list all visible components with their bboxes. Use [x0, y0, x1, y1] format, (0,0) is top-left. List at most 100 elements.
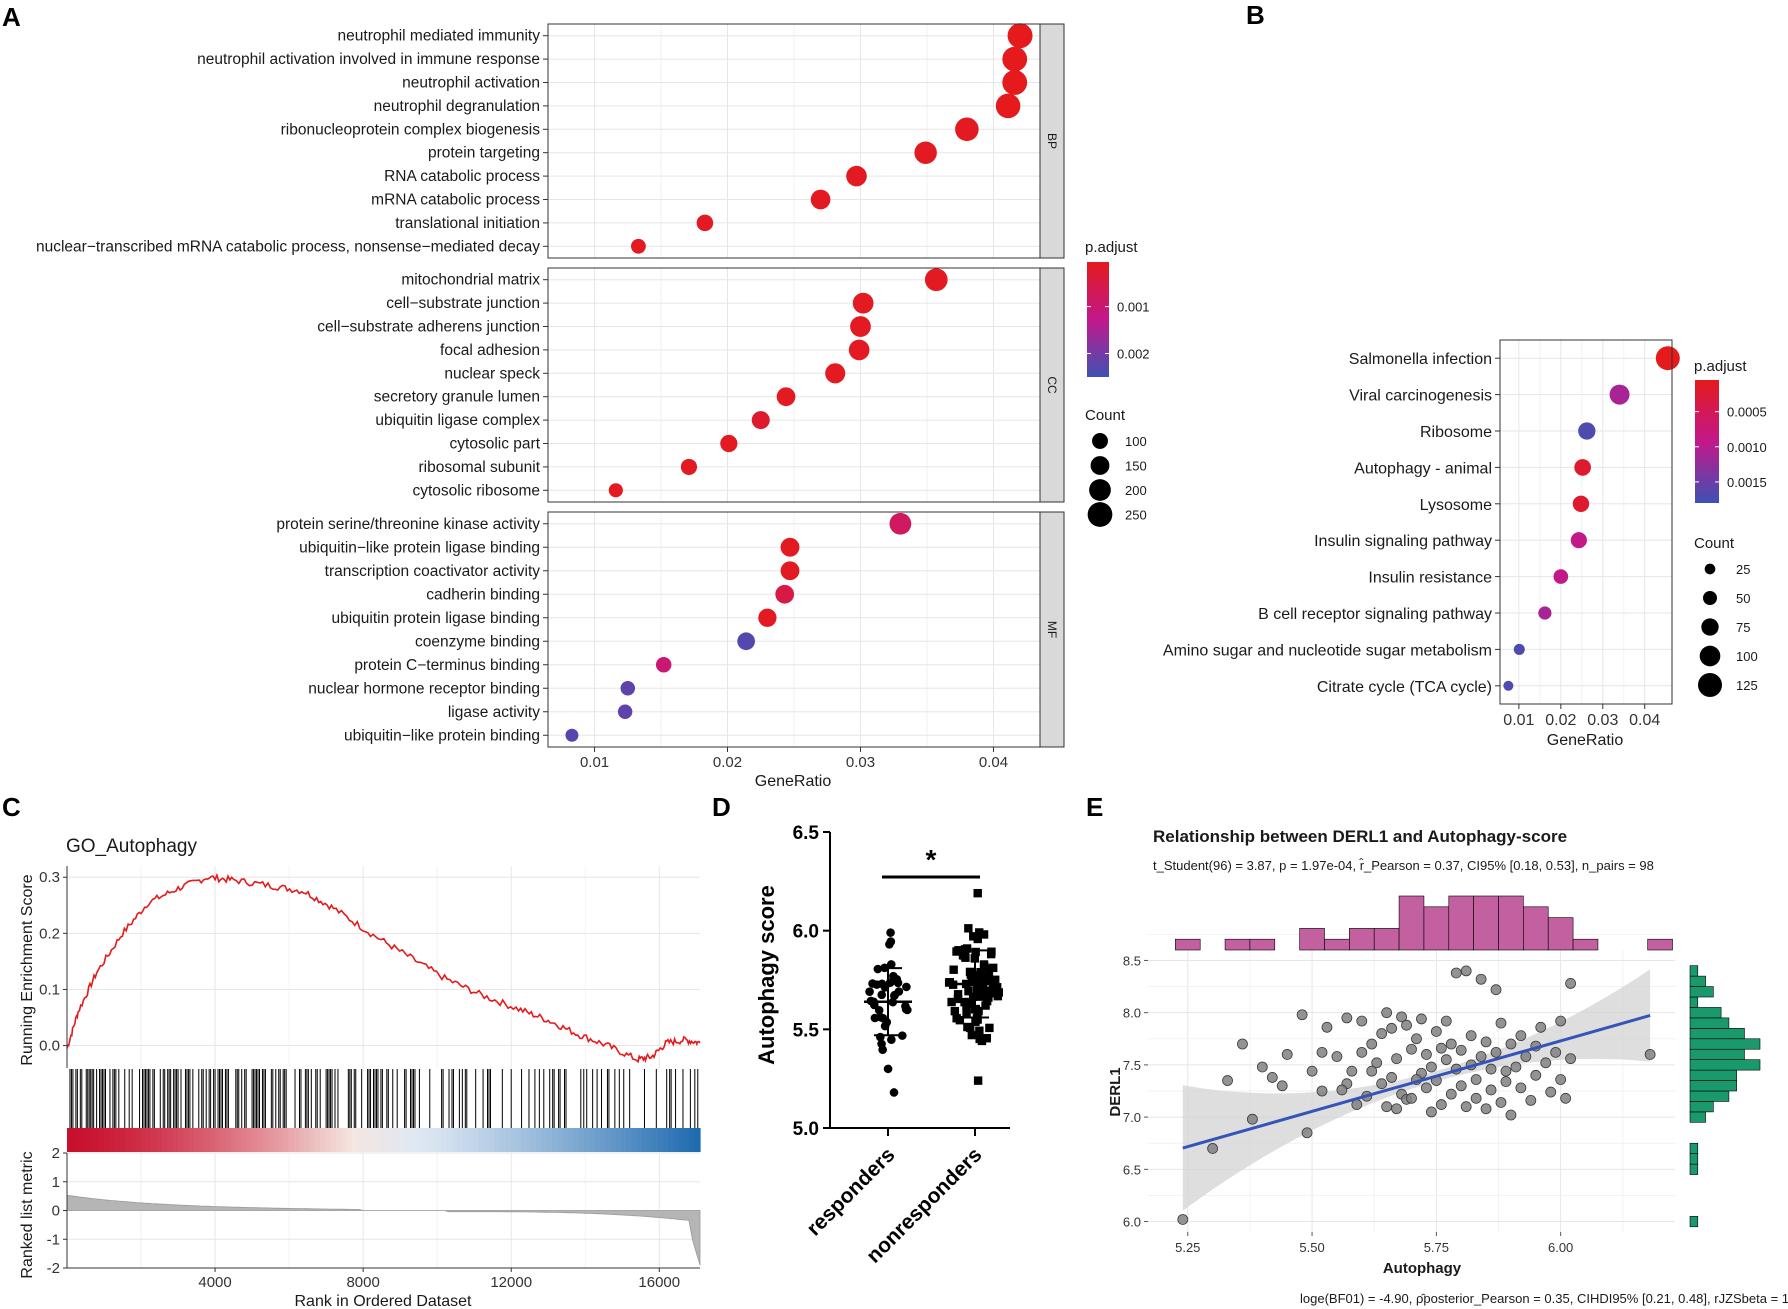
a-facet-BP: neutrophil mediated immunity neutrophil a… [36, 23, 1065, 259]
d-point-circle [902, 982, 911, 992]
c-xtick-label: 12000 [490, 1274, 532, 1291]
c-band-cell [172, 1128, 179, 1152]
e-point [1460, 965, 1472, 977]
c-es-curve [66, 872, 701, 1064]
a-term-label: neutrophil activation [402, 75, 540, 92]
c-band-cell [678, 1128, 685, 1152]
b-dot [1574, 459, 1591, 476]
a-term-label: ribonucleoprotein complex biogenesis [281, 121, 541, 138]
b-dot [1503, 680, 1514, 691]
e-ylabel: DERL1 [1107, 1067, 1124, 1116]
d-point-square [976, 971, 985, 980]
a-term-label: nuclear speck [444, 365, 540, 382]
e-right-hist-bar [1689, 1142, 1699, 1154]
e-top-hist-bar [1473, 895, 1499, 951]
a-term-label: focal adhesion [440, 342, 540, 359]
a-dot [1007, 23, 1033, 49]
e-point [1331, 1051, 1343, 1062]
e-point [1475, 973, 1487, 985]
a-term-label: cytosolic part [450, 436, 541, 453]
b-xtick-label: 0.03 [1587, 712, 1618, 729]
a-dot [655, 657, 672, 673]
a-xtick-label: 0.01 [580, 754, 609, 771]
panel-label-d: D [712, 792, 731, 822]
a-legend-size-title: Count [1085, 407, 1126, 424]
b-size-legend-dot [1698, 673, 1722, 697]
e-right-hist-bar [1689, 1090, 1730, 1102]
d-point-square [975, 1026, 984, 1035]
c-band-cell [673, 1128, 680, 1152]
e-point [1425, 1061, 1437, 1073]
b-term-label: Amino sugar and nucleotide sugar metabol… [1163, 642, 1492, 659]
e-point [1321, 1021, 1333, 1033]
c-band-cell [357, 1128, 363, 1152]
e-ytick-label: 8.5 [1123, 953, 1141, 968]
a-term-label: transcription coactivator activity [325, 563, 541, 580]
e-point [1455, 1080, 1467, 1092]
c-band-cell [404, 1128, 411, 1152]
e-xtick-label: 5.25 [1175, 1240, 1200, 1255]
c-band-cell [88, 1128, 94, 1152]
d-ylabel: Autophagy score [754, 885, 779, 1065]
e-point [1366, 1065, 1378, 1077]
e-ytick-label: 8.0 [1123, 1006, 1141, 1021]
e-point [1396, 1011, 1407, 1023]
d-point-circle [889, 1088, 899, 1097]
d-point-square [966, 999, 976, 1008]
c-ytick-label: 0.2 [39, 925, 60, 942]
d-point-square [954, 946, 963, 955]
c-band-cell [531, 1128, 538, 1152]
c-band-cell [177, 1128, 184, 1152]
e-point [1495, 1097, 1507, 1108]
c-hits-bg [67, 1069, 700, 1128]
a-dot [955, 117, 979, 142]
d-point-circle [877, 979, 887, 989]
c-band-cell [98, 1128, 105, 1152]
b-size-legend-dot [1699, 645, 1721, 667]
e-point [1391, 1103, 1402, 1115]
d-point-square [967, 1030, 977, 1040]
c-band-cell [626, 1128, 633, 1152]
c-band-cell [125, 1128, 131, 1152]
c-band-cell [663, 1128, 669, 1152]
c-band-cell [114, 1128, 121, 1152]
c-band-cell [473, 1128, 480, 1152]
d-point-square [982, 1034, 991, 1043]
b-legend-size-title: Count [1694, 535, 1735, 552]
e-point [1306, 1065, 1318, 1077]
b-plot-bg [1500, 340, 1672, 704]
c-band-cell [130, 1128, 137, 1152]
e-right-hist-bar [1689, 975, 1706, 987]
e-top-hist-bar [1349, 928, 1375, 951]
c-ylabel2: Ranked list metric [19, 1151, 36, 1278]
c-metric-ytick-label: -2 [47, 1260, 60, 1277]
panel-c-gsea-plot: GO_Autophagy Running Enrichment Score Ra… [19, 836, 701, 1309]
e-right-hist-bar [1689, 965, 1699, 977]
e-point [1435, 1099, 1447, 1110]
a-dot [924, 268, 948, 292]
c-band-cell [520, 1128, 527, 1152]
c-ylabel: Running Enrichment Score [19, 874, 36, 1065]
d-point-square [962, 1008, 971, 1018]
c-band-cell [541, 1128, 548, 1152]
c-band-cell [183, 1128, 189, 1152]
c-xlabel: Rank in Ordered Dataset [295, 1293, 473, 1309]
e-point [1222, 1075, 1233, 1086]
c-band-cell [536, 1128, 543, 1152]
e-point [1281, 1049, 1293, 1060]
c-xtick-label: 4000 [198, 1274, 231, 1291]
a-dot [696, 214, 714, 232]
e-point [1177, 1214, 1189, 1225]
c-band-cell [446, 1128, 453, 1152]
b-dot [1609, 384, 1630, 405]
d-ytick-label: 6.0 [793, 922, 819, 943]
a-term-label: ubiquitin−like protein ligase binding [299, 539, 540, 556]
c-band-cell [510, 1128, 516, 1152]
e-point [1485, 1063, 1497, 1075]
c-band-cell [499, 1128, 506, 1152]
d-point-square [960, 945, 970, 954]
c-band-cell [119, 1128, 126, 1152]
panel-label-b: B [1246, 0, 1265, 30]
b-term-label: Insulin signaling pathway [1314, 533, 1492, 550]
e-right-hist-bar [1689, 1163, 1699, 1175]
